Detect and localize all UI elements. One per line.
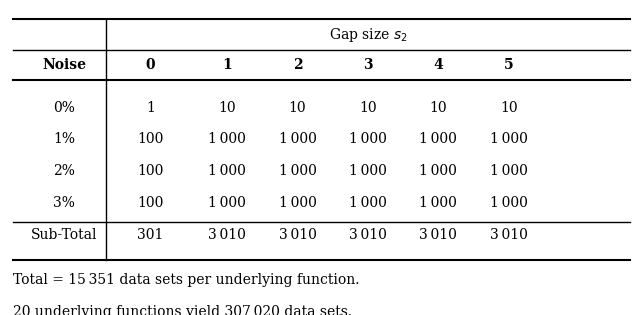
Text: 1 000: 1 000 [490, 196, 528, 210]
Text: 3 010: 3 010 [419, 228, 458, 242]
Text: 1 000: 1 000 [278, 132, 317, 146]
Text: 100: 100 [137, 164, 164, 178]
Text: 1 000: 1 000 [349, 164, 387, 178]
Text: 1 000: 1 000 [208, 196, 246, 210]
Text: 0: 0 [145, 58, 156, 72]
Text: 10: 10 [218, 100, 236, 115]
Text: Noise: Noise [42, 58, 86, 72]
Text: 1 000: 1 000 [419, 132, 458, 146]
Text: 1 000: 1 000 [208, 132, 246, 146]
Text: 1 000: 1 000 [349, 196, 387, 210]
Text: Gap size $s_2$: Gap size $s_2$ [329, 26, 407, 43]
Text: 1 000: 1 000 [278, 196, 317, 210]
Text: 1: 1 [222, 58, 232, 72]
Text: 10: 10 [289, 100, 307, 115]
Text: 3 010: 3 010 [490, 228, 528, 242]
Text: 10: 10 [500, 100, 518, 115]
Text: 3 010: 3 010 [208, 228, 246, 242]
Text: 3: 3 [363, 58, 373, 72]
Text: 1 000: 1 000 [349, 132, 387, 146]
Text: 1 000: 1 000 [419, 196, 458, 210]
Text: Total = 15 351 data sets per underlying function.: Total = 15 351 data sets per underlying … [13, 273, 359, 287]
Text: Sub-Total: Sub-Total [31, 228, 97, 242]
Text: 1 000: 1 000 [278, 164, 317, 178]
Text: 0%: 0% [53, 100, 75, 115]
Text: 100: 100 [137, 132, 164, 146]
Text: 1%: 1% [53, 132, 75, 146]
Text: 100: 100 [137, 196, 164, 210]
Text: 1: 1 [146, 100, 155, 115]
Text: 2%: 2% [53, 164, 75, 178]
Text: 1 000: 1 000 [490, 132, 528, 146]
Text: 3 010: 3 010 [278, 228, 317, 242]
Text: 20 underlying functions yield 307 020 data sets.: 20 underlying functions yield 307 020 da… [13, 305, 352, 315]
Text: 3 010: 3 010 [349, 228, 387, 242]
Text: 301: 301 [137, 228, 164, 242]
Text: 1 000: 1 000 [419, 164, 458, 178]
Text: 1 000: 1 000 [208, 164, 246, 178]
Text: 2: 2 [292, 58, 303, 72]
Text: 3%: 3% [53, 196, 75, 210]
Text: 5: 5 [504, 58, 514, 72]
Text: 10: 10 [429, 100, 447, 115]
Text: 1 000: 1 000 [490, 164, 528, 178]
Text: 4: 4 [433, 58, 444, 72]
Text: 10: 10 [359, 100, 377, 115]
